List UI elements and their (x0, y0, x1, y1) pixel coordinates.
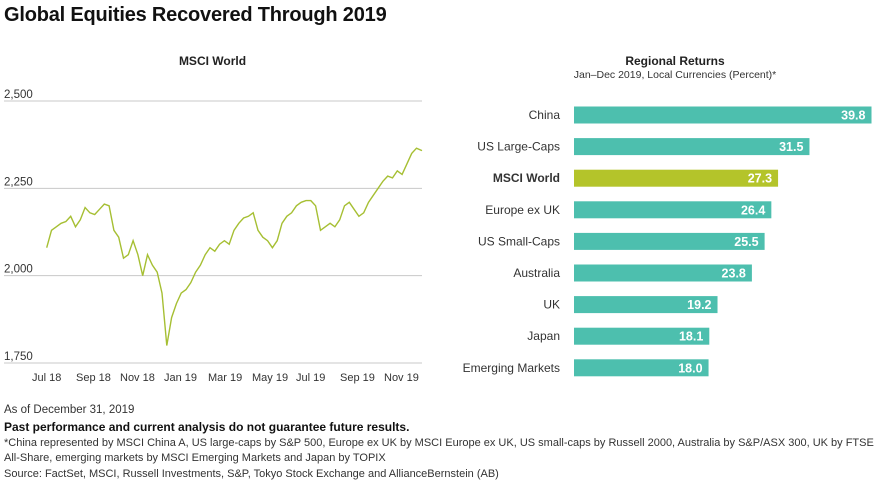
bar-chart-title: Regional Returns (625, 54, 725, 68)
bar (574, 169, 779, 187)
line-chart-x-ticks: Jul 18 Sep 18 Nov 18 Jan 19 Mar 19 May 19 Jul … (32, 372, 419, 384)
value-label: 31.5 (779, 140, 803, 154)
value-label: 26.4 (741, 203, 765, 217)
category-label: MSCI World (493, 171, 560, 185)
value-label: 23.8 (722, 267, 746, 281)
chart-title: Global Equities Recovered Through 2019 (4, 4, 387, 26)
category-label: US Small-Caps (478, 234, 560, 248)
value-label: 18.1 (679, 330, 703, 344)
line-chart-y-ticks: 2,500 2,250 2,000 1,750 (4, 89, 33, 363)
y-tick-label: 2,250 (4, 176, 33, 188)
category-label: Europe ex UK (485, 203, 560, 217)
value-label: 25.5 (734, 235, 758, 249)
x-tick-label: Nov 19 (384, 372, 419, 384)
y-tick-label: 1,750 (4, 351, 33, 363)
x-tick-label: Nov 18 (120, 372, 155, 384)
bar (574, 264, 752, 282)
y-tick-label: 2,500 (4, 89, 33, 101)
footnote: *China represented by MSCI China A, US l… (4, 437, 874, 464)
bar (574, 232, 765, 250)
bar (574, 201, 772, 219)
source-note: Source: FactSet, MSCI, Russell Investmen… (4, 468, 499, 480)
x-tick-label: Jul 18 (32, 372, 61, 384)
value-label: 39.8 (841, 109, 865, 123)
line-chart-title: MSCI World (178, 54, 247, 68)
x-tick-label: Sep 18 (76, 372, 111, 384)
value-label: 27.3 (748, 172, 772, 186)
y-tick-label: 2,000 (4, 264, 33, 276)
msci-world-line (46, 147, 423, 346)
x-tick-label: May 19 (252, 372, 288, 384)
as-of-date: As of December 31, 2019 (4, 404, 135, 416)
x-tick-label: Jul 19 (296, 372, 325, 384)
category-label: Emerging Markets (463, 361, 560, 375)
disclaimer: Past performance and current analysis do… (4, 420, 410, 434)
value-label: 18.0 (678, 361, 702, 375)
bar (574, 138, 810, 156)
x-tick-label: Mar 19 (208, 372, 242, 384)
category-label: US Large-Caps (477, 140, 560, 154)
category-label: Australia (513, 266, 560, 280)
bar (574, 359, 709, 377)
x-tick-label: Sep 19 (340, 372, 375, 384)
value-label: 19.2 (687, 298, 711, 312)
bar (574, 327, 710, 345)
category-label: China (529, 108, 561, 122)
x-tick-label: Jan 19 (164, 372, 197, 384)
bar-chart-subtitle: Jan–Dec 2019, Local Currencies (Percent)… (573, 69, 777, 81)
bar (574, 296, 718, 314)
line-chart-grid (4, 100, 422, 364)
bar (574, 106, 872, 124)
category-label: Japan (527, 329, 560, 343)
bar-chart-bars: China 39.8 US Large-Caps 31.5 MSCI World 27.3… (463, 106, 872, 377)
category-label: UK (543, 298, 560, 312)
